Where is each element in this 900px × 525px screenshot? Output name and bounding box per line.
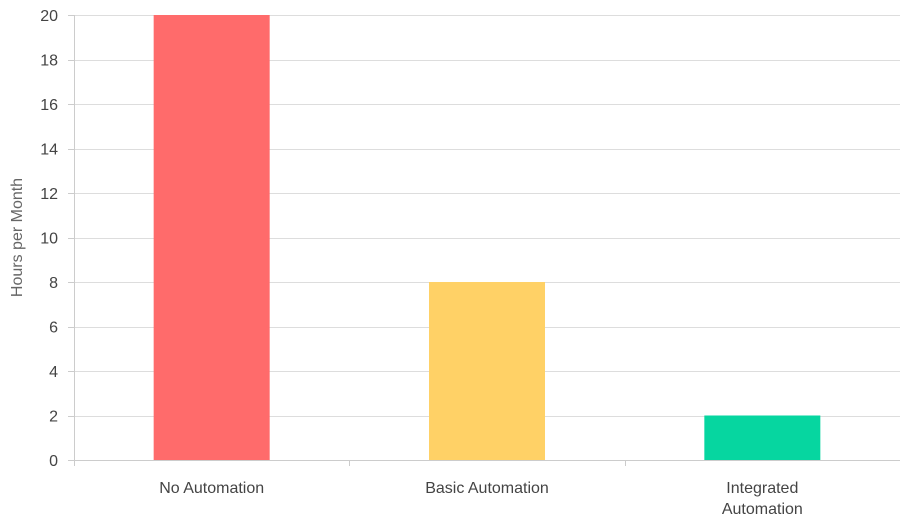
y-tick-label: 14	[40, 142, 58, 159]
y-tick-label: 10	[40, 231, 58, 248]
y-tick-label: 2	[49, 409, 58, 426]
x-tick-label: No Automation	[159, 480, 264, 497]
y-tick-label: 20	[40, 8, 58, 25]
y-axis-title: Hours per Month	[9, 178, 26, 297]
x-tick-label: Integrated	[726, 480, 798, 497]
y-tick-label: 12	[40, 186, 58, 203]
y-tick-label: 4	[49, 364, 58, 381]
bar	[704, 415, 821, 460]
y-tick-label: 0	[49, 453, 58, 470]
y-tick-label: 16	[40, 97, 58, 114]
y-tick-label: 18	[40, 53, 58, 70]
x-tick-label: Automation	[722, 501, 803, 518]
y-tick-label: 8	[49, 275, 58, 292]
labels: 0 2 4 6 8 10 12 14 16 18 20 No Automation Basic Auto…	[40, 8, 803, 518]
bar	[429, 282, 545, 460]
axes	[68, 15, 900, 466]
y-tick-label: 6	[49, 320, 58, 337]
x-tick-label: Basic Automation	[425, 480, 549, 497]
bar	[153, 15, 270, 460]
bars	[153, 15, 821, 460]
